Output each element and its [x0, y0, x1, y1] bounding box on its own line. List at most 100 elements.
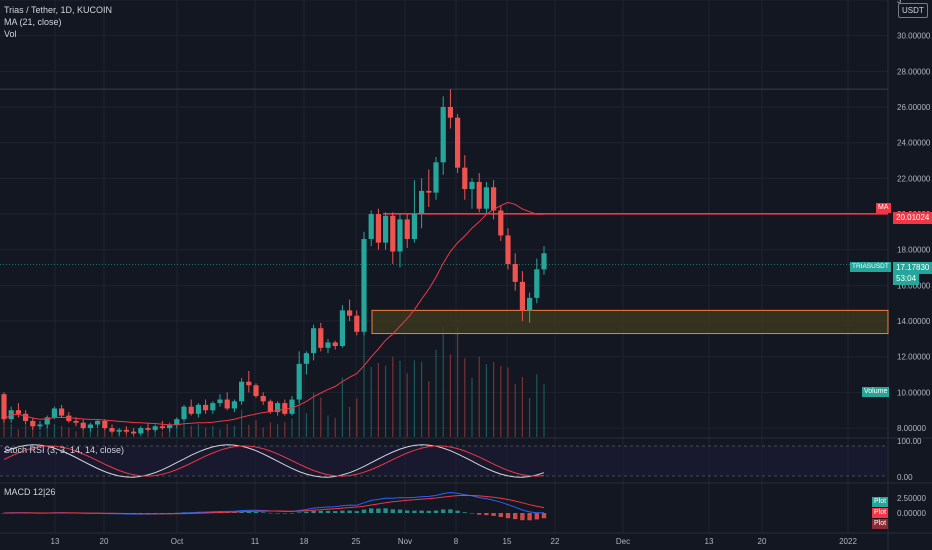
legend-ma[interactable]: MA (21, close): [4, 16, 62, 28]
volume-bar-1: [10, 424, 12, 437]
candle-body-52: [375, 214, 381, 243]
candle-body-13: [95, 420, 101, 425]
candle-body-63: [455, 117, 461, 168]
macd-hist-51: [369, 508, 374, 513]
legend-macd[interactable]: MACD 12|26: [4, 486, 55, 498]
volume-bar-66: [478, 356, 480, 437]
price-tick-10: 28.00000: [897, 67, 931, 76]
last-price-tag: 17.17830: [893, 262, 932, 274]
volume-bar-68: [493, 362, 495, 437]
macd-tick-1: 0.00000: [897, 509, 926, 518]
macd-hist-71: [513, 513, 518, 520]
time-tick-1: 20: [100, 537, 109, 546]
candle-body-12: [87, 424, 93, 429]
time-axis[interactable]: 13 20 Oct 11 18 25 Nov 8 15 22 Dec 13 20 2022: [51, 537, 858, 546]
legend-stoch[interactable]: Stoch RSI (3, 3, 14, 14, close): [4, 444, 124, 456]
macd-tick-0: 2.50000: [897, 494, 926, 503]
volume-bar-64: [464, 358, 466, 437]
ma-price-tag: 20.01024: [893, 212, 932, 224]
volume-bar-29: [212, 425, 214, 437]
candle-body-30: [217, 399, 223, 404]
volume-bar-43: [313, 392, 315, 437]
volume-bar-20: [147, 431, 149, 437]
price-levels: [0, 88, 889, 335]
candle-body-14: [102, 420, 108, 429]
volume-bar-63: [457, 327, 459, 437]
candle-body-66: [476, 181, 482, 209]
macd-plot-tag-2: Plot: [872, 508, 889, 518]
macd-hist-54: [390, 509, 395, 513]
candle-body-32: [231, 401, 237, 409]
price-tick-9: 26.00000: [897, 103, 931, 112]
volume-bar-70: [507, 367, 509, 437]
volume-bar-67: [485, 364, 487, 437]
macd-title: MACD 12|26: [4, 487, 56, 497]
volume-bar-54: [392, 356, 394, 437]
time-tick-11: 13: [705, 537, 714, 546]
candle-body-8: [59, 408, 65, 416]
candle-body-60: [433, 162, 439, 193]
volume-bar-38: [277, 424, 279, 437]
volume-bar-46: [334, 417, 336, 437]
candle-body-18: [131, 431, 137, 434]
macd-hist-66: [477, 513, 482, 515]
stoch-tick-0: 100.00: [897, 437, 922, 446]
candle-body-2: [15, 410, 21, 414]
macd-hist-37: [268, 512, 273, 514]
candle-body-73: [527, 297, 533, 311]
macd-hist-67: [484, 513, 489, 516]
price-tick-12: 3: [897, 0, 902, 5]
candle-body-34: [246, 381, 252, 386]
macd-hist-73: [527, 513, 532, 521]
macd-hist-48: [347, 510, 352, 513]
volume-bar-25: [183, 420, 185, 437]
candle-body-25: [181, 406, 187, 420]
volume-bar-24: [176, 427, 178, 437]
candle-body-40: [289, 399, 295, 414]
volume-bar-7: [53, 424, 55, 437]
price-tick-4: 16.00000: [897, 281, 931, 290]
volume-bar-12: [89, 429, 91, 437]
candle-body-53: [383, 215, 389, 243]
volume-bar-26: [190, 425, 192, 437]
candle-body-41: [296, 363, 302, 400]
volume-bars: [3, 327, 545, 437]
macd-hist-58: [419, 510, 424, 513]
volume-bar-6: [46, 425, 48, 437]
candle-body-67: [483, 187, 489, 209]
macd-hist-41: [297, 512, 302, 513]
macd-hist-52: [376, 508, 381, 513]
volume-bar-14: [104, 425, 106, 437]
candle-body-9: [66, 415, 72, 421]
candle-body-61: [440, 107, 446, 163]
candle-body-70: [505, 235, 511, 264]
legend-vol[interactable]: Vol: [4, 28, 17, 40]
volume-bar-42: [305, 413, 307, 437]
volume-bar-51: [370, 367, 372, 437]
volume-bar-11: [82, 427, 84, 437]
candle-body-21: [152, 426, 158, 430]
macd-hist-33: [239, 511, 244, 513]
volume-axis-label: Volume: [862, 387, 890, 397]
volume-bar-32: [233, 425, 235, 437]
macd-hist-36: [261, 512, 266, 513]
candle-body-55: [397, 219, 403, 252]
currency-badge[interactable]: USDT: [898, 3, 928, 18]
legend-symbol[interactable]: Trias / Tether, 1D, KUCOIN: [4, 4, 112, 16]
candle-body-57: [411, 214, 417, 240]
volume-bar-55: [399, 360, 401, 437]
macd-hist-62: [448, 509, 453, 513]
candle-body-11: [80, 422, 86, 429]
macd-hist-74: [534, 513, 539, 520]
macd-hist-57: [412, 510, 417, 513]
volume-bar-45: [327, 415, 329, 437]
volume-bar-22: [161, 431, 163, 437]
price-tick-2: 12.00000: [897, 353, 931, 362]
macd-hist-61: [441, 509, 446, 513]
volume-bar-75: [543, 384, 545, 437]
candle-body-46: [332, 342, 338, 347]
time-tick-2: Oct: [171, 537, 184, 546]
candle-body-17: [123, 429, 129, 432]
macd-plot-tag-1: Plot: [872, 497, 889, 507]
